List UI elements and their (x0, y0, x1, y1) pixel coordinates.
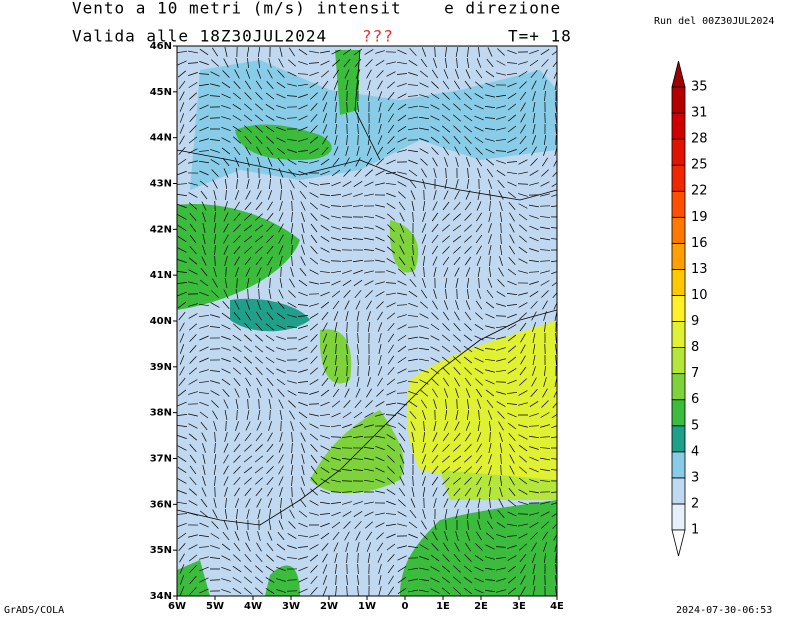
flag: ??? (362, 27, 394, 46)
lon-label: 2W (320, 601, 338, 612)
colorbar-label: 5 (691, 418, 699, 433)
colorbar-segment (672, 322, 685, 348)
colorbar-label: 4 (691, 444, 699, 459)
colorbar-label: 28 (691, 132, 708, 147)
lat-label: 40N (150, 316, 172, 327)
colorbar-label: 2 (691, 496, 699, 511)
colorbar-label: 6 (691, 392, 699, 407)
colorbar-segment (672, 113, 685, 139)
colorbar-segment (672, 295, 685, 321)
colorbar-segment (672, 348, 685, 374)
lat-label: 35N (150, 545, 172, 556)
colorbar-label: 7 (691, 366, 699, 381)
forecast-step: T=+ 18 (508, 27, 572, 46)
lon-label: 4W (244, 601, 262, 612)
map (177, 46, 561, 596)
colorbar-label: 8 (691, 340, 699, 355)
valid-time: Valida alle 18Z30JUL2024 (72, 27, 327, 46)
colorbar-label: 13 (691, 262, 708, 277)
colorbar-segment (672, 374, 685, 400)
colorbar-segment (672, 478, 685, 504)
colorbar-segment (672, 243, 685, 269)
colorbar-segment (672, 191, 685, 217)
lat-label: 45N (150, 87, 172, 98)
colorbar-label: 10 (691, 288, 708, 303)
lat-label: 41N (150, 270, 172, 281)
colorbar-segment (672, 165, 685, 191)
colorbar-label: 16 (691, 236, 708, 251)
lat-label: 44N (150, 133, 172, 144)
colorbar-segment (672, 452, 685, 478)
lat-label: 42N (150, 224, 172, 235)
colorbar-label: 1 (691, 523, 699, 538)
lat-label: 37N (150, 454, 172, 465)
colorbar-label: 35 (691, 80, 708, 95)
colorbar-label: 19 (691, 210, 708, 225)
lat-label: 36N (150, 499, 172, 510)
colorbar-label: 25 (691, 158, 708, 173)
colorbar-label: 31 (691, 106, 708, 121)
colorbar-segment (672, 400, 685, 426)
colorbar-label: 22 (691, 184, 708, 199)
colorbar-segment (672, 504, 685, 530)
lon-label: 3W (282, 601, 300, 612)
lon-label: 1W (358, 601, 376, 612)
lon-label: 6W (168, 601, 186, 612)
lon-label: 0 (402, 601, 409, 612)
title: Vento a 10 metri (m/s) intensit e direzi… (72, 0, 561, 18)
colorbar: 1 2 3 4 5 6 7 8 9 10 13 16 19 22 25 28 31 35 (672, 61, 708, 556)
run-label: Run del 00Z30JUL2024 (654, 16, 774, 27)
lon-label: 1E (436, 601, 450, 612)
lon-label: 4E (550, 601, 564, 612)
lat-label: 46N (150, 41, 172, 52)
colorbar-label: 9 (691, 314, 699, 329)
lon-label: 5W (206, 601, 224, 612)
lat-label: 38N (150, 408, 172, 419)
colorbar-segment (672, 87, 685, 113)
footer-right: 2024-07-30-06:53 (676, 605, 772, 616)
lat-label: 39N (150, 362, 172, 373)
colorbar-segment (672, 139, 685, 165)
lat-label: 43N (150, 179, 172, 190)
colorbar-label: 3 (691, 470, 699, 485)
lon-label: 2E (474, 601, 488, 612)
footer-left: GrADS/COLA (4, 605, 64, 616)
colorbar-under (672, 530, 685, 556)
colorbar-segment (672, 269, 685, 295)
colorbar-segment (672, 426, 685, 452)
colorbar-segment (672, 217, 685, 243)
colorbar-over (672, 61, 685, 87)
lon-label: 3E (512, 601, 526, 612)
